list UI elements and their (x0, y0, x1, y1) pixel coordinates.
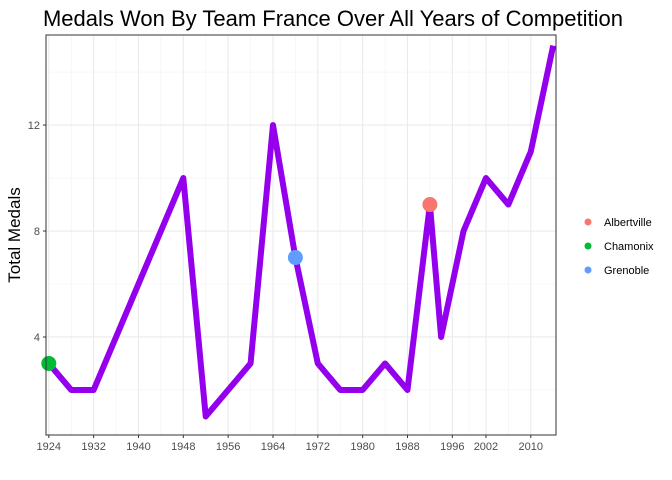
x-tick-label: 2010 (519, 441, 543, 453)
x-tick-label: 1948 (171, 441, 195, 453)
host-point-chamonix (41, 355, 57, 371)
x-tick-label: 1924 (37, 441, 61, 453)
host-point-grenoble (287, 250, 303, 266)
legend-label-grenoble: Grenoble (604, 265, 649, 277)
x-tick-label: 1956 (216, 441, 240, 453)
legend-key-albertville (584, 218, 592, 226)
legend-key-grenoble (584, 266, 592, 274)
y-axis-label: Total Medals (5, 187, 24, 282)
y-tick-label: 12 (28, 120, 40, 132)
legend: Albertville Chamonix Grenoble (584, 217, 654, 277)
x-tick-label: 1988 (395, 441, 419, 453)
chart-title: Medals Won By Team France Over All Years… (43, 6, 623, 31)
legend-label-chamonix: Chamonix (604, 241, 654, 253)
x-tick-label: 1940 (126, 441, 150, 453)
plot-background (46, 35, 556, 435)
legend-key-chamonix (584, 242, 592, 250)
plot-border (45, 34, 557, 436)
plot-panel: 1924 1932 1940 1948 1956 1964 1972 1980 1988 1996… (28, 34, 557, 453)
y-tick-label: 4 (34, 332, 40, 344)
series-line (46, 44, 557, 420)
host-point-albertville (422, 197, 438, 213)
x-tick-label: 1932 (81, 441, 105, 453)
x-tick-label: 1980 (350, 441, 374, 453)
y-tick-label: 8 (34, 226, 40, 238)
x-tick-label: 1972 (306, 441, 330, 453)
legend-label-albertville: Albertville (604, 217, 652, 229)
x-tick-label: 1996 (440, 441, 464, 453)
x-tick-label: 1964 (261, 441, 285, 453)
x-tick-label: 2002 (474, 441, 498, 453)
